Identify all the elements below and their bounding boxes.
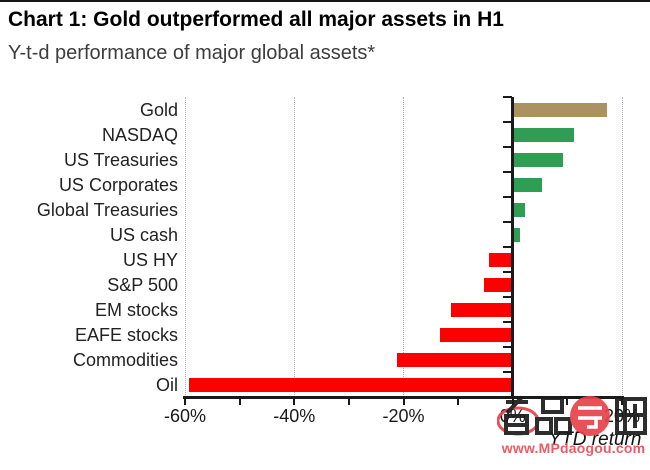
- category-label: Gold: [139, 99, 178, 120]
- category-label: US Treasuries: [63, 149, 178, 170]
- category-tick: [502, 296, 512, 298]
- category-tick: [502, 96, 512, 98]
- x-axis-line: [183, 396, 624, 399]
- bar-em-stocks: [451, 302, 512, 317]
- watermark-url: www.MPdaogou.com: [501, 440, 646, 456]
- category-tick: [502, 246, 512, 248]
- bar-gold: [514, 102, 608, 117]
- x-axis-tick: [347, 398, 350, 405]
- category-tick: [502, 196, 512, 198]
- x-axis-tick: [238, 398, 241, 405]
- x-axis-tick: [293, 398, 296, 405]
- chart-subtitle: Y-t-d performance of major global assets…: [8, 42, 376, 64]
- gridline: [403, 97, 404, 397]
- x-axis-tick: [184, 398, 186, 405]
- chart-title: Chart 1: Gold outperformed all major ass…: [8, 8, 504, 31]
- bar-nasdaq: [514, 127, 575, 142]
- category-label: EM stocks: [94, 299, 178, 320]
- bar-commodities: [396, 352, 512, 367]
- x-axis-tick: [402, 398, 405, 405]
- bar-s-p-500: [483, 277, 512, 292]
- category-label: NASDAQ: [101, 124, 178, 145]
- watermark: www.MPdaogou.com: [497, 394, 650, 456]
- zero-axis-line: [511, 97, 515, 398]
- bar-us-cash: [514, 227, 520, 242]
- bar-us-hy: [489, 252, 512, 267]
- x-axis-tick: [457, 398, 460, 405]
- category-tick: [502, 221, 512, 223]
- top-border-line: [0, 0, 650, 2]
- category-tick: [502, 271, 512, 273]
- category-label: Oil: [156, 374, 178, 395]
- bar-global-treasuries: [514, 202, 526, 217]
- bar-us-treasuries: [514, 152, 564, 167]
- category-label: US Corporates: [58, 174, 178, 195]
- category-label: Global Treasuries: [36, 199, 178, 220]
- category-tick: [502, 146, 512, 148]
- category-label: S&P 500: [107, 274, 178, 295]
- bar-us-corporates: [514, 177, 542, 192]
- category-label: Commodities: [72, 349, 178, 370]
- category-label: US cash: [109, 224, 178, 245]
- category-label: EAFE stocks: [74, 324, 178, 345]
- gridline: [621, 97, 623, 397]
- category-tick: [502, 121, 512, 123]
- x-tick-label: -20%: [382, 406, 425, 426]
- category-tick: [502, 171, 512, 173]
- category-tick: [502, 321, 512, 323]
- bar-eafe-stocks: [440, 327, 512, 342]
- category-label: US HY: [122, 249, 178, 270]
- x-axis-tick: [566, 398, 569, 405]
- gridline: [293, 97, 295, 397]
- x-tick-label: -60%: [163, 406, 207, 426]
- x-tick-label: -40%: [273, 406, 316, 426]
- bar-oil: [188, 377, 512, 392]
- x-axis-tick: [621, 398, 623, 405]
- gridline: [184, 97, 186, 397]
- watermark-logo-icon: [497, 395, 647, 436]
- category-tick: [502, 371, 512, 373]
- category-tick: [502, 346, 512, 348]
